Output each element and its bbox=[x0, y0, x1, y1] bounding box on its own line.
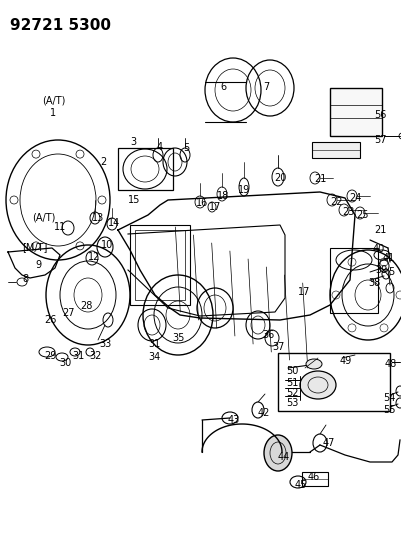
Text: 54: 54 bbox=[382, 393, 395, 403]
Text: 37: 37 bbox=[271, 342, 284, 352]
Text: 18: 18 bbox=[217, 191, 229, 201]
Text: 17: 17 bbox=[297, 287, 310, 297]
Text: 9: 9 bbox=[35, 260, 41, 270]
Text: 34: 34 bbox=[148, 352, 160, 362]
Text: 32: 32 bbox=[89, 351, 101, 361]
Text: 3: 3 bbox=[130, 137, 136, 147]
Text: 40: 40 bbox=[372, 244, 384, 254]
Text: 21: 21 bbox=[373, 225, 385, 235]
Text: 42: 42 bbox=[257, 408, 270, 418]
Text: 46: 46 bbox=[307, 472, 320, 482]
Text: 31: 31 bbox=[72, 351, 84, 361]
Text: 13: 13 bbox=[92, 213, 104, 223]
Text: 53: 53 bbox=[285, 398, 298, 408]
Text: 45: 45 bbox=[294, 480, 307, 490]
Text: 39: 39 bbox=[374, 265, 386, 275]
Text: 36: 36 bbox=[261, 330, 273, 340]
Text: 30: 30 bbox=[59, 358, 71, 368]
Ellipse shape bbox=[299, 371, 335, 399]
Text: 31: 31 bbox=[148, 339, 160, 349]
Text: 56: 56 bbox=[373, 110, 385, 120]
Text: 5: 5 bbox=[387, 267, 393, 277]
Text: [M/T]: [M/T] bbox=[22, 242, 47, 252]
Bar bbox=[329, 248, 377, 313]
Text: 52: 52 bbox=[285, 388, 298, 398]
Ellipse shape bbox=[263, 435, 291, 471]
Text: 23: 23 bbox=[341, 207, 354, 217]
Text: 10: 10 bbox=[101, 240, 113, 250]
Bar bbox=[329, 88, 381, 136]
Text: (A/T): (A/T) bbox=[32, 213, 55, 223]
Text: 11: 11 bbox=[54, 222, 66, 232]
Ellipse shape bbox=[305, 359, 321, 369]
Bar bbox=[301, 472, 327, 486]
Text: 28: 28 bbox=[80, 301, 92, 311]
Text: (A/T): (A/T) bbox=[42, 95, 65, 105]
Text: 35: 35 bbox=[172, 333, 184, 343]
Text: 19: 19 bbox=[237, 185, 250, 195]
Text: 51: 51 bbox=[285, 378, 298, 388]
Text: 38: 38 bbox=[367, 278, 379, 288]
Text: 6: 6 bbox=[219, 82, 225, 92]
Text: 14: 14 bbox=[108, 218, 120, 228]
Text: 7: 7 bbox=[262, 82, 269, 92]
Text: 17: 17 bbox=[209, 202, 221, 212]
Text: 24: 24 bbox=[348, 193, 360, 203]
Text: 15: 15 bbox=[128, 195, 140, 205]
Text: 50: 50 bbox=[285, 366, 298, 376]
Text: 47: 47 bbox=[322, 438, 334, 448]
Text: 92721 5300: 92721 5300 bbox=[10, 18, 111, 33]
Text: 44: 44 bbox=[277, 452, 290, 462]
Bar bbox=[130, 225, 190, 305]
Text: 55: 55 bbox=[382, 405, 395, 415]
Text: 49: 49 bbox=[339, 356, 351, 366]
Text: 22: 22 bbox=[329, 197, 342, 207]
Text: 43: 43 bbox=[227, 415, 240, 425]
Text: 26: 26 bbox=[44, 315, 56, 325]
Bar bbox=[277, 353, 389, 411]
Text: 48: 48 bbox=[384, 359, 396, 369]
Text: 41: 41 bbox=[382, 253, 394, 263]
Text: 5: 5 bbox=[182, 143, 189, 153]
Text: 27: 27 bbox=[62, 308, 74, 318]
Text: 8: 8 bbox=[22, 274, 28, 284]
Text: 1: 1 bbox=[50, 108, 56, 118]
Text: 21: 21 bbox=[313, 174, 326, 184]
Text: 57: 57 bbox=[373, 135, 385, 145]
Text: 12: 12 bbox=[88, 252, 100, 262]
Text: 33: 33 bbox=[99, 339, 111, 349]
Bar bbox=[135, 230, 184, 300]
Text: 16: 16 bbox=[196, 198, 208, 208]
Bar bbox=[118, 148, 172, 190]
Text: 25: 25 bbox=[355, 210, 368, 220]
Bar bbox=[311, 142, 359, 158]
Text: 2: 2 bbox=[100, 157, 106, 167]
Text: 20: 20 bbox=[273, 173, 286, 183]
Text: 29: 29 bbox=[44, 351, 56, 361]
Text: 4: 4 bbox=[157, 142, 163, 152]
